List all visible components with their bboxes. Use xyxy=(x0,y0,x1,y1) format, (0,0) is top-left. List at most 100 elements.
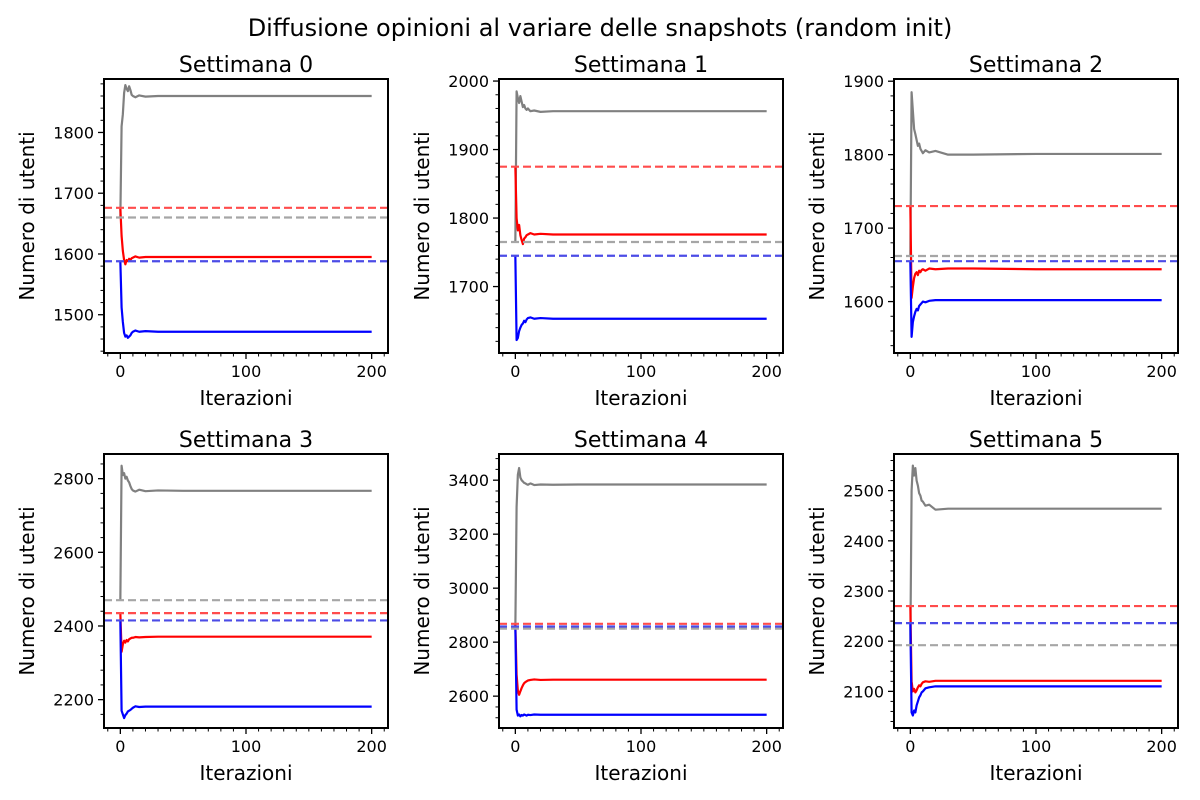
subplot-title: Settimana 3 xyxy=(179,428,313,453)
series-group xyxy=(499,90,783,342)
y-tick-label: 1800 xyxy=(448,209,489,228)
y-axis-label: Numero di utenti xyxy=(15,131,39,300)
series-line-2 xyxy=(909,261,1162,338)
y-tick-label: 2200 xyxy=(53,691,94,710)
x-axis-label: Iterazioni xyxy=(594,761,687,785)
y-tick-label: 2300 xyxy=(843,582,884,601)
x-axis-label: Iterazioni xyxy=(199,761,292,785)
y-tick-label: 3200 xyxy=(448,525,489,544)
series-line-1 xyxy=(119,207,372,266)
series-line-1 xyxy=(909,206,1162,300)
y-tick-label: 2500 xyxy=(843,482,884,501)
y-tick-label: 2600 xyxy=(448,687,489,706)
series-group xyxy=(499,466,783,718)
subplot-2: 0 100 200 1600 1700 1800 1900 Settimana 2 Iteraz… xyxy=(805,53,1179,410)
y-tick-label: 1700 xyxy=(53,184,94,203)
series-line-0 xyxy=(514,90,767,243)
x-tick-label: 100 xyxy=(231,737,262,756)
subplot-5: 0 100 200 2100 2200 2300 2400 2500 Settimana 5 It… xyxy=(805,428,1179,785)
plot-frame xyxy=(893,78,1179,354)
y-tick-label: 3000 xyxy=(448,579,489,598)
series-line-1 xyxy=(909,606,1162,694)
plot-frame xyxy=(498,78,784,354)
subplot-0: 0 100 200 1500 1600 1700 1800 Settimana 0 Iteraz… xyxy=(15,53,389,410)
x-tick-label: 200 xyxy=(1146,362,1177,381)
series-line-2 xyxy=(909,623,1162,717)
x-tick-label: 100 xyxy=(231,362,262,381)
y-tick-label: 1900 xyxy=(843,72,884,91)
series-line-0 xyxy=(119,83,372,218)
x-tick-label: 0 xyxy=(905,362,915,381)
subplot-title: Settimana 5 xyxy=(969,428,1103,453)
subplot-title: Settimana 0 xyxy=(179,53,313,78)
y-tick-label: 1800 xyxy=(843,146,884,165)
y-axis-label: Numero di utenti xyxy=(805,131,829,300)
y-axis-label: Numero di utenti xyxy=(410,131,434,300)
y-tick-label: 2400 xyxy=(843,532,884,551)
y-tick-label: 1600 xyxy=(843,293,884,312)
subplot-grid: 0 100 200 1500 1600 1700 1800 Settimana 0 Iteraz… xyxy=(15,53,1179,785)
y-tick-label: 1700 xyxy=(843,219,884,238)
y-tick-label: 2200 xyxy=(843,632,884,651)
subplot-title: Settimana 4 xyxy=(574,428,708,453)
y-tick-label: 2600 xyxy=(53,543,94,562)
series-line-2 xyxy=(514,255,767,342)
series-group xyxy=(894,91,1178,338)
x-tick-label: 100 xyxy=(626,737,657,756)
x-tick-label: 100 xyxy=(1021,362,1052,381)
y-tick-label: 1800 xyxy=(53,123,94,142)
subplot-4: 0 100 200 2600 2800 3000 3200 3400 Settimana 4 It… xyxy=(410,428,784,785)
subplot-title: Settimana 2 xyxy=(969,53,1103,78)
series-line-1 xyxy=(119,613,372,653)
x-tick-label: 200 xyxy=(1146,737,1177,756)
y-tick-label: 3400 xyxy=(448,471,489,490)
series-line-1 xyxy=(514,166,767,246)
y-tick-label: 2400 xyxy=(53,617,94,636)
y-tick-label: 2800 xyxy=(448,633,489,652)
subplot-1: 0 100 200 1700 1800 1900 2000 Settimana 1 Iteraz… xyxy=(410,53,784,410)
x-tick-label: 0 xyxy=(905,737,915,756)
y-tick-label: 1900 xyxy=(448,141,489,160)
series-line-0 xyxy=(909,91,1162,257)
series-line-0 xyxy=(514,466,767,629)
y-axis-label: Numero di utenti xyxy=(805,506,829,675)
x-tick-label: 0 xyxy=(115,362,125,381)
series-line-0 xyxy=(909,464,1162,646)
series-line-2 xyxy=(119,261,372,339)
y-tick-label: 2100 xyxy=(843,682,884,701)
x-tick-label: 0 xyxy=(115,737,125,756)
plot-frame xyxy=(103,453,389,729)
series-line-2 xyxy=(119,620,372,720)
figure-title: Diffusione opinioni al variare delle sna… xyxy=(248,14,953,42)
series-group xyxy=(104,464,388,720)
y-tick-label: 2800 xyxy=(53,470,94,489)
plot-frame xyxy=(103,78,389,354)
x-tick-label: 200 xyxy=(751,737,782,756)
x-axis-label: Iterazioni xyxy=(199,386,292,410)
y-axis-label: Numero di utenti xyxy=(410,506,434,675)
subplot-title: Settimana 1 xyxy=(574,53,708,78)
x-tick-label: 0 xyxy=(510,737,520,756)
x-axis-label: Iterazioni xyxy=(989,761,1082,785)
y-tick-label: 1600 xyxy=(53,245,94,264)
x-tick-label: 0 xyxy=(510,362,520,381)
y-axis-label: Numero di utenti xyxy=(15,506,39,675)
y-tick-label: 1500 xyxy=(53,306,94,325)
series-line-0 xyxy=(119,464,372,601)
x-tick-label: 100 xyxy=(626,362,657,381)
y-tick-label: 1700 xyxy=(448,278,489,297)
x-tick-label: 200 xyxy=(751,362,782,381)
plot-frame xyxy=(498,453,784,729)
series-line-2 xyxy=(514,626,767,718)
x-tick-label: 100 xyxy=(1021,737,1052,756)
series-line-1 xyxy=(514,623,767,696)
x-axis-label: Iterazioni xyxy=(989,386,1082,410)
subplot-3: 0 100 200 2200 2400 2600 2800 Settimana 3 Iteraz… xyxy=(15,428,389,785)
y-tick-label: 2000 xyxy=(448,72,489,91)
x-axis-label: Iterazioni xyxy=(594,386,687,410)
x-tick-label: 200 xyxy=(356,737,387,756)
series-group xyxy=(104,83,388,339)
series-group xyxy=(894,464,1178,717)
x-tick-label: 200 xyxy=(356,362,387,381)
